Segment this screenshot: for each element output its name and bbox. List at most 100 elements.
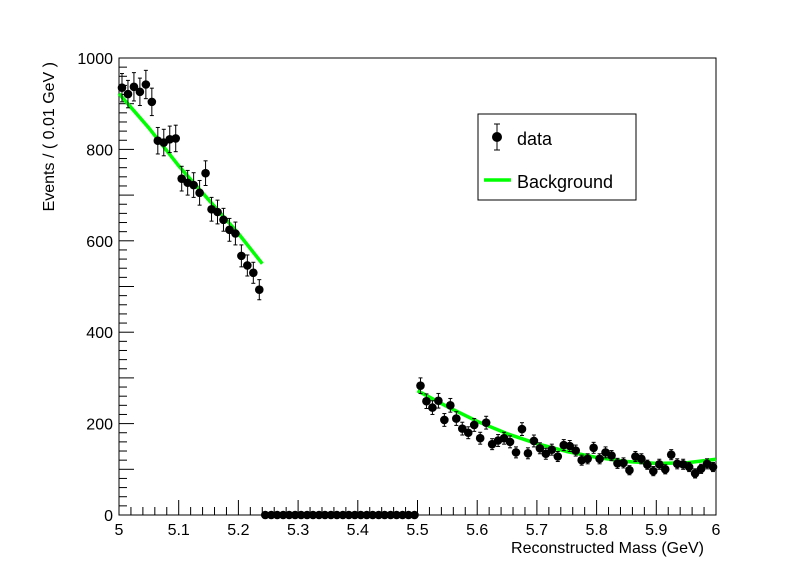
data-point xyxy=(171,134,181,143)
data-point xyxy=(141,80,151,89)
x-tick-label: 5.5 xyxy=(406,522,428,539)
data-point xyxy=(434,396,443,406)
legend-data-marker xyxy=(492,132,502,142)
data-point xyxy=(362,510,372,520)
data-point xyxy=(219,215,228,225)
data-point xyxy=(302,510,312,520)
data-point xyxy=(195,188,204,198)
data-point xyxy=(649,466,658,476)
data-point xyxy=(684,462,694,472)
data-points xyxy=(117,69,718,520)
y-tick-label: 1000 xyxy=(77,51,113,68)
data-point xyxy=(428,403,437,412)
data-point xyxy=(380,510,389,520)
data-point xyxy=(117,83,127,93)
data-point xyxy=(392,510,401,520)
data-point xyxy=(690,469,700,478)
data-point xyxy=(619,458,628,468)
x-axis: 5 5.1 5.2 5.3 5.4 5.5 5.6 5.7 5.8 5.9 6 xyxy=(115,500,721,539)
data-point xyxy=(595,454,604,464)
data-point xyxy=(666,450,676,459)
data-point xyxy=(201,168,210,178)
x-tick-label: 5.7 xyxy=(526,522,548,539)
data-point xyxy=(654,459,664,469)
data-point xyxy=(446,401,455,410)
data-point xyxy=(416,381,425,390)
data-point xyxy=(231,229,240,238)
data-point xyxy=(452,414,461,423)
data-point xyxy=(326,510,336,520)
data-point xyxy=(147,97,157,107)
legend-box xyxy=(477,113,637,201)
x-tick-label: 5.4 xyxy=(347,522,369,539)
data-point xyxy=(660,465,670,474)
data-point xyxy=(708,462,718,472)
x-axis-label: Reconstructed Mass (GeV) xyxy=(511,540,704,557)
data-point xyxy=(237,251,246,261)
data-point xyxy=(553,452,563,461)
x-tick-label: 5.2 xyxy=(227,522,249,539)
data-point xyxy=(475,433,485,443)
data-point xyxy=(386,510,395,520)
data-point xyxy=(589,443,598,453)
y-tick-label: 600 xyxy=(86,234,113,251)
y-tick-label: 800 xyxy=(86,142,113,159)
legend-data-label: data xyxy=(517,129,553,149)
x-tick-label: 5.9 xyxy=(645,522,667,539)
data-point xyxy=(410,510,419,520)
data-point xyxy=(290,510,300,520)
data-point xyxy=(123,89,133,99)
data-point xyxy=(356,510,366,520)
data-point xyxy=(254,285,264,294)
data-point xyxy=(135,87,145,97)
data-point xyxy=(398,510,407,520)
y-axis: 0 200 400 600 800 1000 xyxy=(77,51,134,525)
data-point xyxy=(440,415,449,425)
x-tick-label: 5.1 xyxy=(168,522,190,539)
data-point xyxy=(284,510,294,520)
legend: data Background xyxy=(477,113,637,201)
legend-background-label: Background xyxy=(517,172,613,192)
data-point xyxy=(344,510,354,520)
data-point xyxy=(547,445,557,454)
data-point xyxy=(463,428,473,438)
data-point xyxy=(565,441,575,451)
x-tick-label: 5 xyxy=(115,522,124,539)
data-point xyxy=(643,460,652,470)
data-point xyxy=(583,454,592,464)
data-point xyxy=(404,510,413,520)
data-point xyxy=(511,448,521,457)
y-tick-label: 400 xyxy=(86,325,113,342)
background-curve xyxy=(416,389,717,466)
data-point xyxy=(129,82,139,92)
data-point xyxy=(368,510,378,520)
x-tick-label: 6 xyxy=(712,522,721,539)
data-point xyxy=(320,510,330,520)
y-axis-label: Events / ( 0.01 GeV ) xyxy=(41,62,58,211)
data-point xyxy=(481,418,491,427)
data-point xyxy=(308,510,318,520)
data-point xyxy=(249,268,258,278)
data-point xyxy=(696,464,706,474)
x-tick-label: 5.8 xyxy=(585,522,607,539)
x-tick-label: 5.6 xyxy=(466,522,488,539)
data-point xyxy=(517,424,527,434)
data-point xyxy=(272,510,282,520)
data-point xyxy=(535,443,545,453)
data-point xyxy=(350,510,360,520)
data-point xyxy=(243,261,252,270)
data-point xyxy=(266,510,276,520)
data-point xyxy=(374,510,383,520)
data-point xyxy=(505,437,515,447)
background-curve xyxy=(117,92,264,265)
data-point xyxy=(260,510,270,520)
data-point xyxy=(422,396,431,406)
data-point xyxy=(529,436,539,446)
data-point xyxy=(625,465,634,475)
data-point xyxy=(469,420,479,430)
data-point xyxy=(571,446,581,455)
data-point xyxy=(296,510,306,520)
data-point xyxy=(338,510,348,520)
data-point xyxy=(607,451,616,460)
